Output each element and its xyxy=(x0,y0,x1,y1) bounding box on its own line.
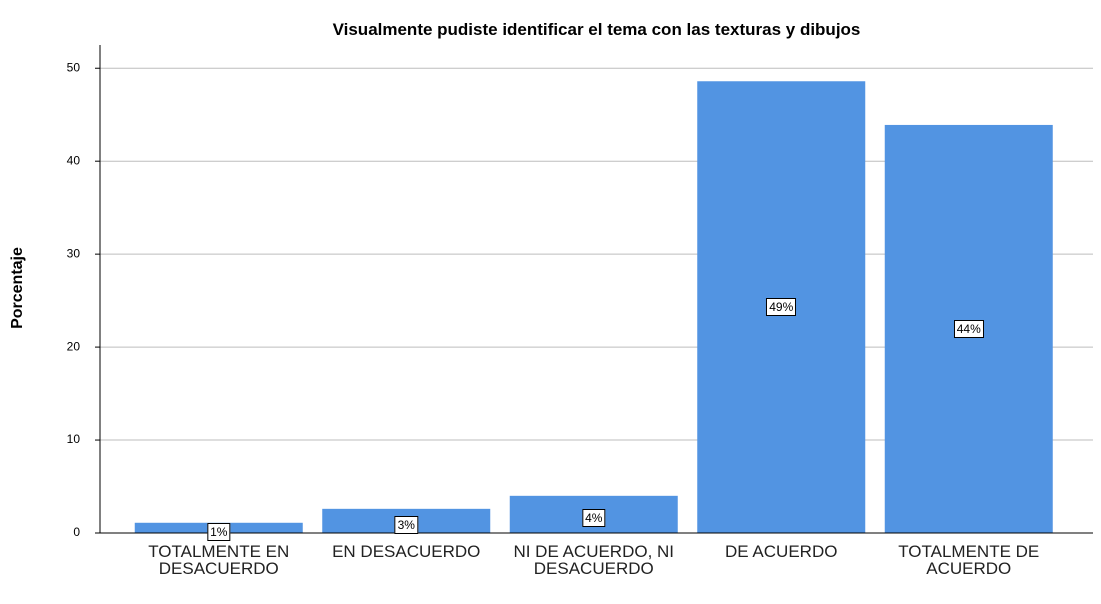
y-tick-label: 20 xyxy=(67,339,81,353)
x-tick-label: NI DE ACUERDO, NI DESACUERDO xyxy=(513,542,675,578)
value-label: 49% xyxy=(766,298,797,317)
y-tick-label: 10 xyxy=(67,432,81,446)
y-tick-label: 0 xyxy=(73,525,80,539)
x-tick-label: TOTALMENTE DE ACUERDO xyxy=(898,542,1040,578)
chart-title: Visualmente pudiste identificar el tema … xyxy=(332,20,861,39)
value-label: 1% xyxy=(207,522,231,541)
value-label: 3% xyxy=(394,515,418,534)
x-tick-label: TOTALMENTE EN DESACUERDO xyxy=(148,542,290,578)
value-label: 4% xyxy=(582,509,606,528)
y-tick-label: 30 xyxy=(67,246,81,260)
x-tick-label: DE ACUERDO xyxy=(725,542,838,561)
y-tick-label: 40 xyxy=(67,153,81,167)
y-axis-label: Porcentaje xyxy=(9,247,26,329)
value-label: 44% xyxy=(953,319,984,338)
x-tick-label: EN DESACUERDO xyxy=(332,542,481,561)
y-tick-label: 50 xyxy=(67,60,81,74)
